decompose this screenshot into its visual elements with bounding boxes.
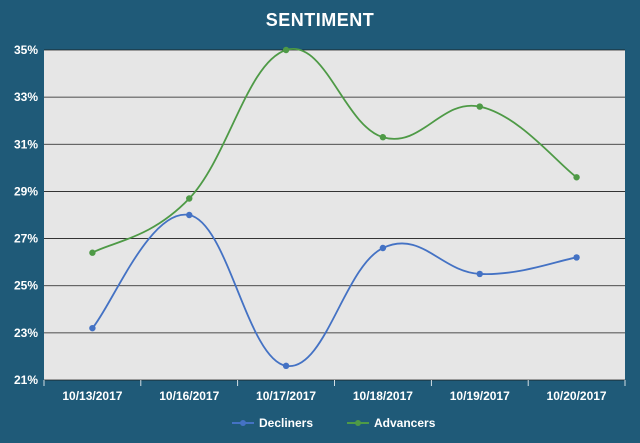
data-point-advancers [573,174,580,181]
legend-marker-advancers [355,420,361,426]
x-tick-label: 10/17/2017 [256,389,316,403]
plot-area [44,50,625,380]
x-tick-label: 10/19/2017 [450,389,510,403]
y-tick-label: 29% [14,184,38,198]
data-point-advancers [282,46,290,54]
data-point-advancers [379,134,387,141]
gridlines [43,49,626,386]
series-group [89,46,580,370]
data-point-decliners [186,211,193,219]
data-point-advancers [89,249,96,256]
legend: Decliners Advancers [232,416,436,430]
data-point-decliners [282,362,290,370]
y-tick-label: 33% [14,90,38,104]
chart-title: SENTIMENT [265,10,375,30]
x-tick-label: 10/16/2017 [159,389,219,403]
y-axis-ticks: 21% 23% 25% 27% 29% 31% 33% 35% [14,43,38,387]
x-tick-label: 10/18/2017 [353,389,413,403]
data-point-decliners [476,270,483,278]
data-point-advancers [186,195,193,202]
data-point-decliners [89,324,96,332]
legend-label-decliners: Decliners [259,416,313,430]
data-point-decliners [573,254,580,261]
data-point-decliners [379,244,387,252]
data-point-advancers [476,103,483,110]
legend-label-advancers: Advancers [374,416,436,430]
x-tick-label: 10/13/2017 [62,389,122,403]
y-tick-label: 21% [14,373,38,387]
x-axis-ticks: 10/13/2017 10/16/2017 10/17/2017 10/18/2017… [62,389,607,403]
legend-marker-decliners [240,420,246,426]
y-tick-label: 31% [14,137,38,151]
y-tick-label: 27% [14,232,38,246]
y-tick-label: 25% [14,279,38,293]
y-tick-label: 23% [14,326,38,340]
x-tick-label: 10/20/2017 [547,389,607,403]
y-tick-label: 35% [14,43,38,57]
